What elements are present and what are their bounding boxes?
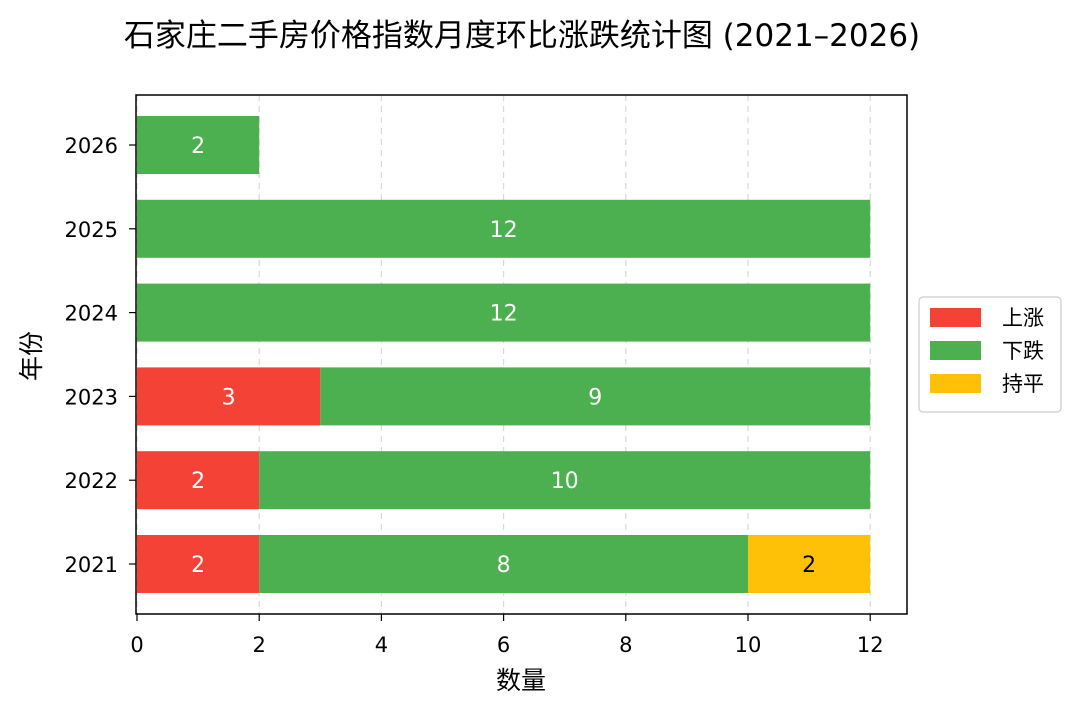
y-axis-label: 年份 bbox=[17, 331, 46, 381]
legend-swatch bbox=[930, 308, 981, 327]
y-tick-label: 2026 bbox=[65, 134, 118, 158]
bar-segment bbox=[320, 367, 871, 426]
legend-swatch bbox=[930, 374, 981, 393]
x-tick-label: 10 bbox=[735, 633, 762, 657]
chart-title: 石家庄二手房价格指数月度环比涨跌统计图 (2021–2026) bbox=[124, 18, 920, 54]
x-tick-label: 8 bbox=[619, 633, 632, 657]
bar-segment bbox=[137, 535, 260, 593]
bar-value-label: 2 bbox=[802, 553, 816, 578]
bar-value-label: 8 bbox=[497, 553, 511, 578]
bar-value-label: 2 bbox=[191, 134, 205, 159]
legend-label: 持平 bbox=[1002, 372, 1044, 396]
y-tick-label: 2024 bbox=[65, 302, 118, 326]
x-tick-label: 6 bbox=[497, 633, 510, 657]
bar-segment bbox=[137, 367, 321, 426]
bar-value-label: 3 bbox=[222, 385, 236, 410]
x-axis: 0 2 4 6 8 10 12 bbox=[130, 614, 884, 657]
plot-frame bbox=[135, 94, 908, 615]
bar-segment bbox=[137, 283, 871, 342]
bar-value-label: 12 bbox=[490, 218, 518, 243]
x-axis-label: 数量 bbox=[496, 666, 546, 695]
x-tick-label: 4 bbox=[375, 633, 388, 657]
legend-label: 上涨 bbox=[1002, 306, 1044, 330]
legend-swatch bbox=[930, 341, 981, 360]
grid-layer bbox=[136, 95, 871, 614]
bar-value-label: 10 bbox=[551, 469, 579, 494]
bar-segment bbox=[259, 535, 748, 593]
bar-segment bbox=[137, 451, 260, 510]
bar-segment bbox=[748, 535, 871, 593]
bar-value-label: 2 bbox=[191, 553, 205, 578]
x-tick-label: 12 bbox=[857, 633, 884, 657]
bars-layer: 2 8 2 2 10 3 9 12 12 2 bbox=[137, 116, 871, 593]
bar-value-label: 9 bbox=[588, 385, 602, 410]
bar-value-label: 2 bbox=[191, 469, 205, 494]
legend-label: 下跌 bbox=[1002, 339, 1044, 363]
bar-segment bbox=[259, 451, 871, 510]
x-tick-label: 0 bbox=[130, 633, 143, 657]
bar-value-label: 12 bbox=[490, 302, 518, 327]
y-tick-label: 2021 bbox=[65, 553, 118, 577]
bar-segment bbox=[137, 116, 260, 174]
x-tick-label: 2 bbox=[253, 633, 266, 657]
y-tick-label: 2022 bbox=[65, 469, 118, 493]
bar-segment bbox=[137, 199, 871, 258]
y-tick-label: 2023 bbox=[65, 385, 118, 409]
y-axis: 2021 2022 2023 2024 2025 2026 bbox=[65, 134, 136, 577]
y-tick-label: 2025 bbox=[65, 218, 118, 242]
